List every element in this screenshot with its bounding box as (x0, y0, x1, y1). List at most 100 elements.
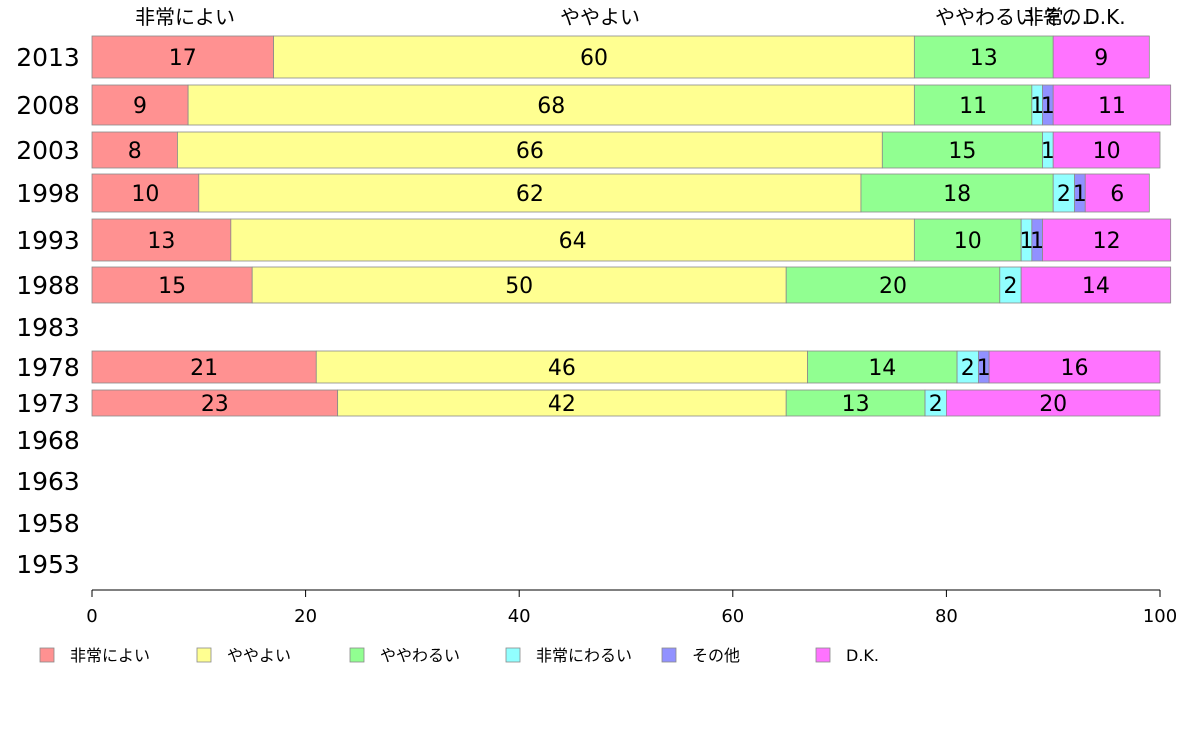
data-label: 12 (1093, 229, 1121, 254)
year-label: 1988 (16, 271, 80, 300)
top-series-label: その.. (1042, 5, 1095, 29)
data-label: 9 (1094, 46, 1108, 71)
data-label: 18 (943, 182, 971, 207)
data-label: 62 (516, 182, 544, 207)
bar-segment (988, 350, 1161, 384)
bar-segment (91, 266, 253, 304)
data-label: 21 (190, 356, 218, 381)
bar-segment (91, 35, 274, 79)
bar-segment (881, 131, 1043, 169)
legend-swatch (196, 647, 212, 663)
data-label: 66 (516, 139, 544, 164)
data-label: 11 (959, 94, 987, 119)
year-label: 1993 (16, 226, 80, 255)
data-label: 1 (1041, 139, 1055, 164)
data-label: 23 (201, 392, 229, 417)
top-series-label: 非常.. (1024, 5, 1077, 29)
data-label: 15 (948, 139, 976, 164)
bar-segment (785, 266, 1001, 304)
data-label: 17 (169, 46, 197, 71)
bar-segment (177, 131, 883, 169)
data-label: 46 (548, 356, 576, 381)
data-label: 2 (1057, 182, 1071, 207)
data-label: 42 (548, 392, 576, 417)
bar-segment (1084, 173, 1150, 213)
bar-segment (91, 131, 178, 169)
legend-swatch (505, 647, 521, 663)
bar-segment (913, 84, 1033, 126)
data-label: 14 (868, 356, 896, 381)
data-label: 1 (1030, 229, 1044, 254)
year-label: 2013 (16, 43, 80, 72)
year-label: 1998 (16, 179, 80, 208)
data-label: 9 (133, 94, 147, 119)
top-series-label: ややわるい (935, 5, 1035, 29)
year-label: 1978 (16, 353, 80, 382)
bar-segment (1020, 266, 1172, 304)
legend-label: 非常にわるい (536, 646, 632, 665)
bar-segment (913, 218, 1022, 262)
data-label: 1 (1030, 94, 1044, 119)
data-label: 1 (1073, 182, 1087, 207)
bar-segment (91, 350, 317, 384)
bar-segment (187, 84, 915, 126)
year-label: 1958 (16, 509, 80, 538)
data-label: 60 (580, 46, 608, 71)
data-label: 10 (1093, 139, 1121, 164)
legend-swatch (661, 647, 677, 663)
bar-segment (91, 389, 339, 417)
legend-label: D.K. (846, 646, 879, 665)
legend-label: ややよい (227, 646, 291, 665)
x-tick-label: 40 (508, 606, 531, 627)
bar-segment (946, 389, 1161, 417)
year-label: 1968 (16, 426, 80, 455)
bar-segment (1052, 131, 1161, 169)
data-label: 8 (128, 139, 142, 164)
data-label: 16 (1061, 356, 1089, 381)
year-label: 1953 (16, 550, 80, 579)
legend-label: 非常によい (70, 646, 150, 665)
bar-segment (315, 350, 808, 384)
data-label: 13 (147, 229, 175, 254)
data-label: 6 (1110, 182, 1124, 207)
legend-swatch (815, 647, 831, 663)
top-series-label: ややよい (560, 5, 640, 29)
data-label: 50 (505, 274, 533, 299)
data-label: 20 (879, 274, 907, 299)
top-series-label: 非常によい (135, 5, 235, 29)
bar-segment (91, 84, 189, 126)
year-label: 1973 (16, 389, 80, 418)
data-label: 2 (1003, 274, 1017, 299)
year-label: 2003 (16, 136, 80, 165)
legend-swatch (39, 647, 55, 663)
data-label: 10 (954, 229, 982, 254)
bar-segment (1042, 218, 1172, 262)
data-label: 1 (1020, 229, 1034, 254)
legend-label: その他 (692, 646, 740, 665)
x-tick-label: 100 (1143, 606, 1177, 627)
bar-segment (785, 389, 926, 417)
year-label: 1963 (16, 467, 80, 496)
legend-swatch (349, 647, 365, 663)
bar-segment (337, 389, 787, 417)
data-label: 20 (1039, 392, 1067, 417)
data-label: 68 (537, 94, 565, 119)
bar-segment (91, 218, 232, 262)
bar-segment (230, 218, 915, 262)
data-label: 2 (961, 356, 975, 381)
data-label: 15 (158, 274, 186, 299)
data-label: 10 (131, 182, 159, 207)
bar-segment (198, 173, 862, 213)
data-label: 13 (842, 392, 870, 417)
data-label: 2 (929, 392, 943, 417)
bar-segment (251, 266, 787, 304)
x-tick-label: 60 (721, 606, 744, 627)
data-label: 14 (1082, 274, 1110, 299)
data-label: 64 (559, 229, 587, 254)
bar-segment (807, 350, 958, 384)
data-label: 13 (970, 46, 998, 71)
data-label: 1 (977, 356, 991, 381)
top-series-label: D.K. (1084, 5, 1125, 29)
